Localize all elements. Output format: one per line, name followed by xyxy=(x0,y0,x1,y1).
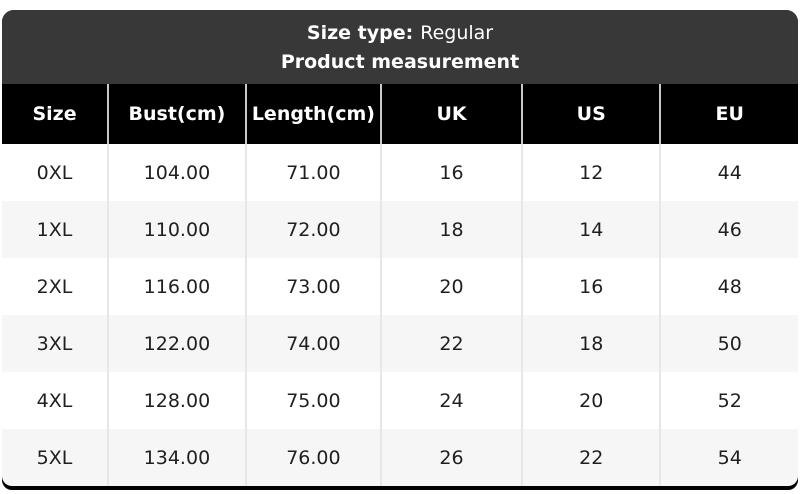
size-measurement-table: Size Bust(cm) Length(cm) UK US EU 0XL 10… xyxy=(2,84,798,486)
cell-bust: 116.00 xyxy=(107,258,245,315)
cell-uk: 24 xyxy=(380,372,521,429)
cell-eu: 46 xyxy=(659,201,798,258)
table-row: 2XL 116.00 73.00 20 16 48 xyxy=(2,258,798,315)
column-header-length: Length(cm) xyxy=(244,84,381,144)
size-type-value: Regular xyxy=(420,22,494,44)
cell-bust: 134.00 xyxy=(107,429,245,486)
cell-size: 3XL xyxy=(2,315,108,372)
cell-length: 71.00 xyxy=(244,144,381,201)
cell-bust: 104.00 xyxy=(107,144,245,201)
cell-bust: 128.00 xyxy=(107,372,245,429)
cell-us: 18 xyxy=(520,315,660,372)
cell-length: 76.00 xyxy=(244,429,381,486)
cell-size: 1XL xyxy=(2,201,108,258)
table-row: 3XL 122.00 74.00 22 18 50 xyxy=(2,315,798,372)
cell-length: 75.00 xyxy=(244,372,381,429)
cell-eu: 54 xyxy=(659,429,798,486)
cell-us: 12 xyxy=(520,144,660,201)
cell-us: 16 xyxy=(520,258,660,315)
cell-size: 2XL xyxy=(2,258,108,315)
chart-title: Product measurement xyxy=(280,51,520,73)
column-header-bust: Bust(cm) xyxy=(107,84,245,144)
cell-us: 20 xyxy=(520,372,660,429)
cell-uk: 16 xyxy=(380,144,521,201)
cell-size: 0XL xyxy=(2,144,108,201)
cell-size: 5XL xyxy=(2,429,108,486)
table-row: 0XL 104.00 71.00 16 12 44 xyxy=(2,144,798,201)
table-row: 4XL 128.00 75.00 24 20 52 xyxy=(2,372,798,429)
column-header-uk: UK xyxy=(380,84,521,144)
size-type-label: Size type: xyxy=(306,22,414,44)
column-header-us: US xyxy=(520,84,660,144)
cell-uk: 22 xyxy=(380,315,521,372)
cell-eu: 44 xyxy=(659,144,798,201)
column-header-eu: EU xyxy=(659,84,798,144)
size-type-line: Size type: Regular xyxy=(2,19,798,48)
column-header-size: Size xyxy=(2,84,108,144)
cell-bust: 122.00 xyxy=(107,315,245,372)
cell-length: 72.00 xyxy=(244,201,381,258)
table-head: Size Bust(cm) Length(cm) UK US EU xyxy=(2,84,798,144)
cell-size: 4XL xyxy=(2,372,108,429)
header-row: Size Bust(cm) Length(cm) UK US EU xyxy=(2,84,798,144)
cell-us: 14 xyxy=(520,201,660,258)
cell-length: 73.00 xyxy=(244,258,381,315)
table-body: 0XL 104.00 71.00 16 12 44 1XL 110.00 72.… xyxy=(2,144,798,486)
cell-eu: 48 xyxy=(659,258,798,315)
cell-uk: 26 xyxy=(380,429,521,486)
cell-uk: 20 xyxy=(380,258,521,315)
cell-us: 22 xyxy=(520,429,660,486)
cell-eu: 50 xyxy=(659,315,798,372)
cell-length: 74.00 xyxy=(244,315,381,372)
cell-bust: 110.00 xyxy=(107,201,245,258)
chart-header: Size type: Regular Product measurement xyxy=(2,10,798,84)
table-row: 5XL 134.00 76.00 26 22 54 xyxy=(2,429,798,486)
cell-eu: 52 xyxy=(659,372,798,429)
table-row: 1XL 110.00 72.00 18 14 46 xyxy=(2,201,798,258)
cell-uk: 18 xyxy=(380,201,521,258)
size-chart-card: Size type: Regular Product measurement Si… xyxy=(2,10,798,490)
